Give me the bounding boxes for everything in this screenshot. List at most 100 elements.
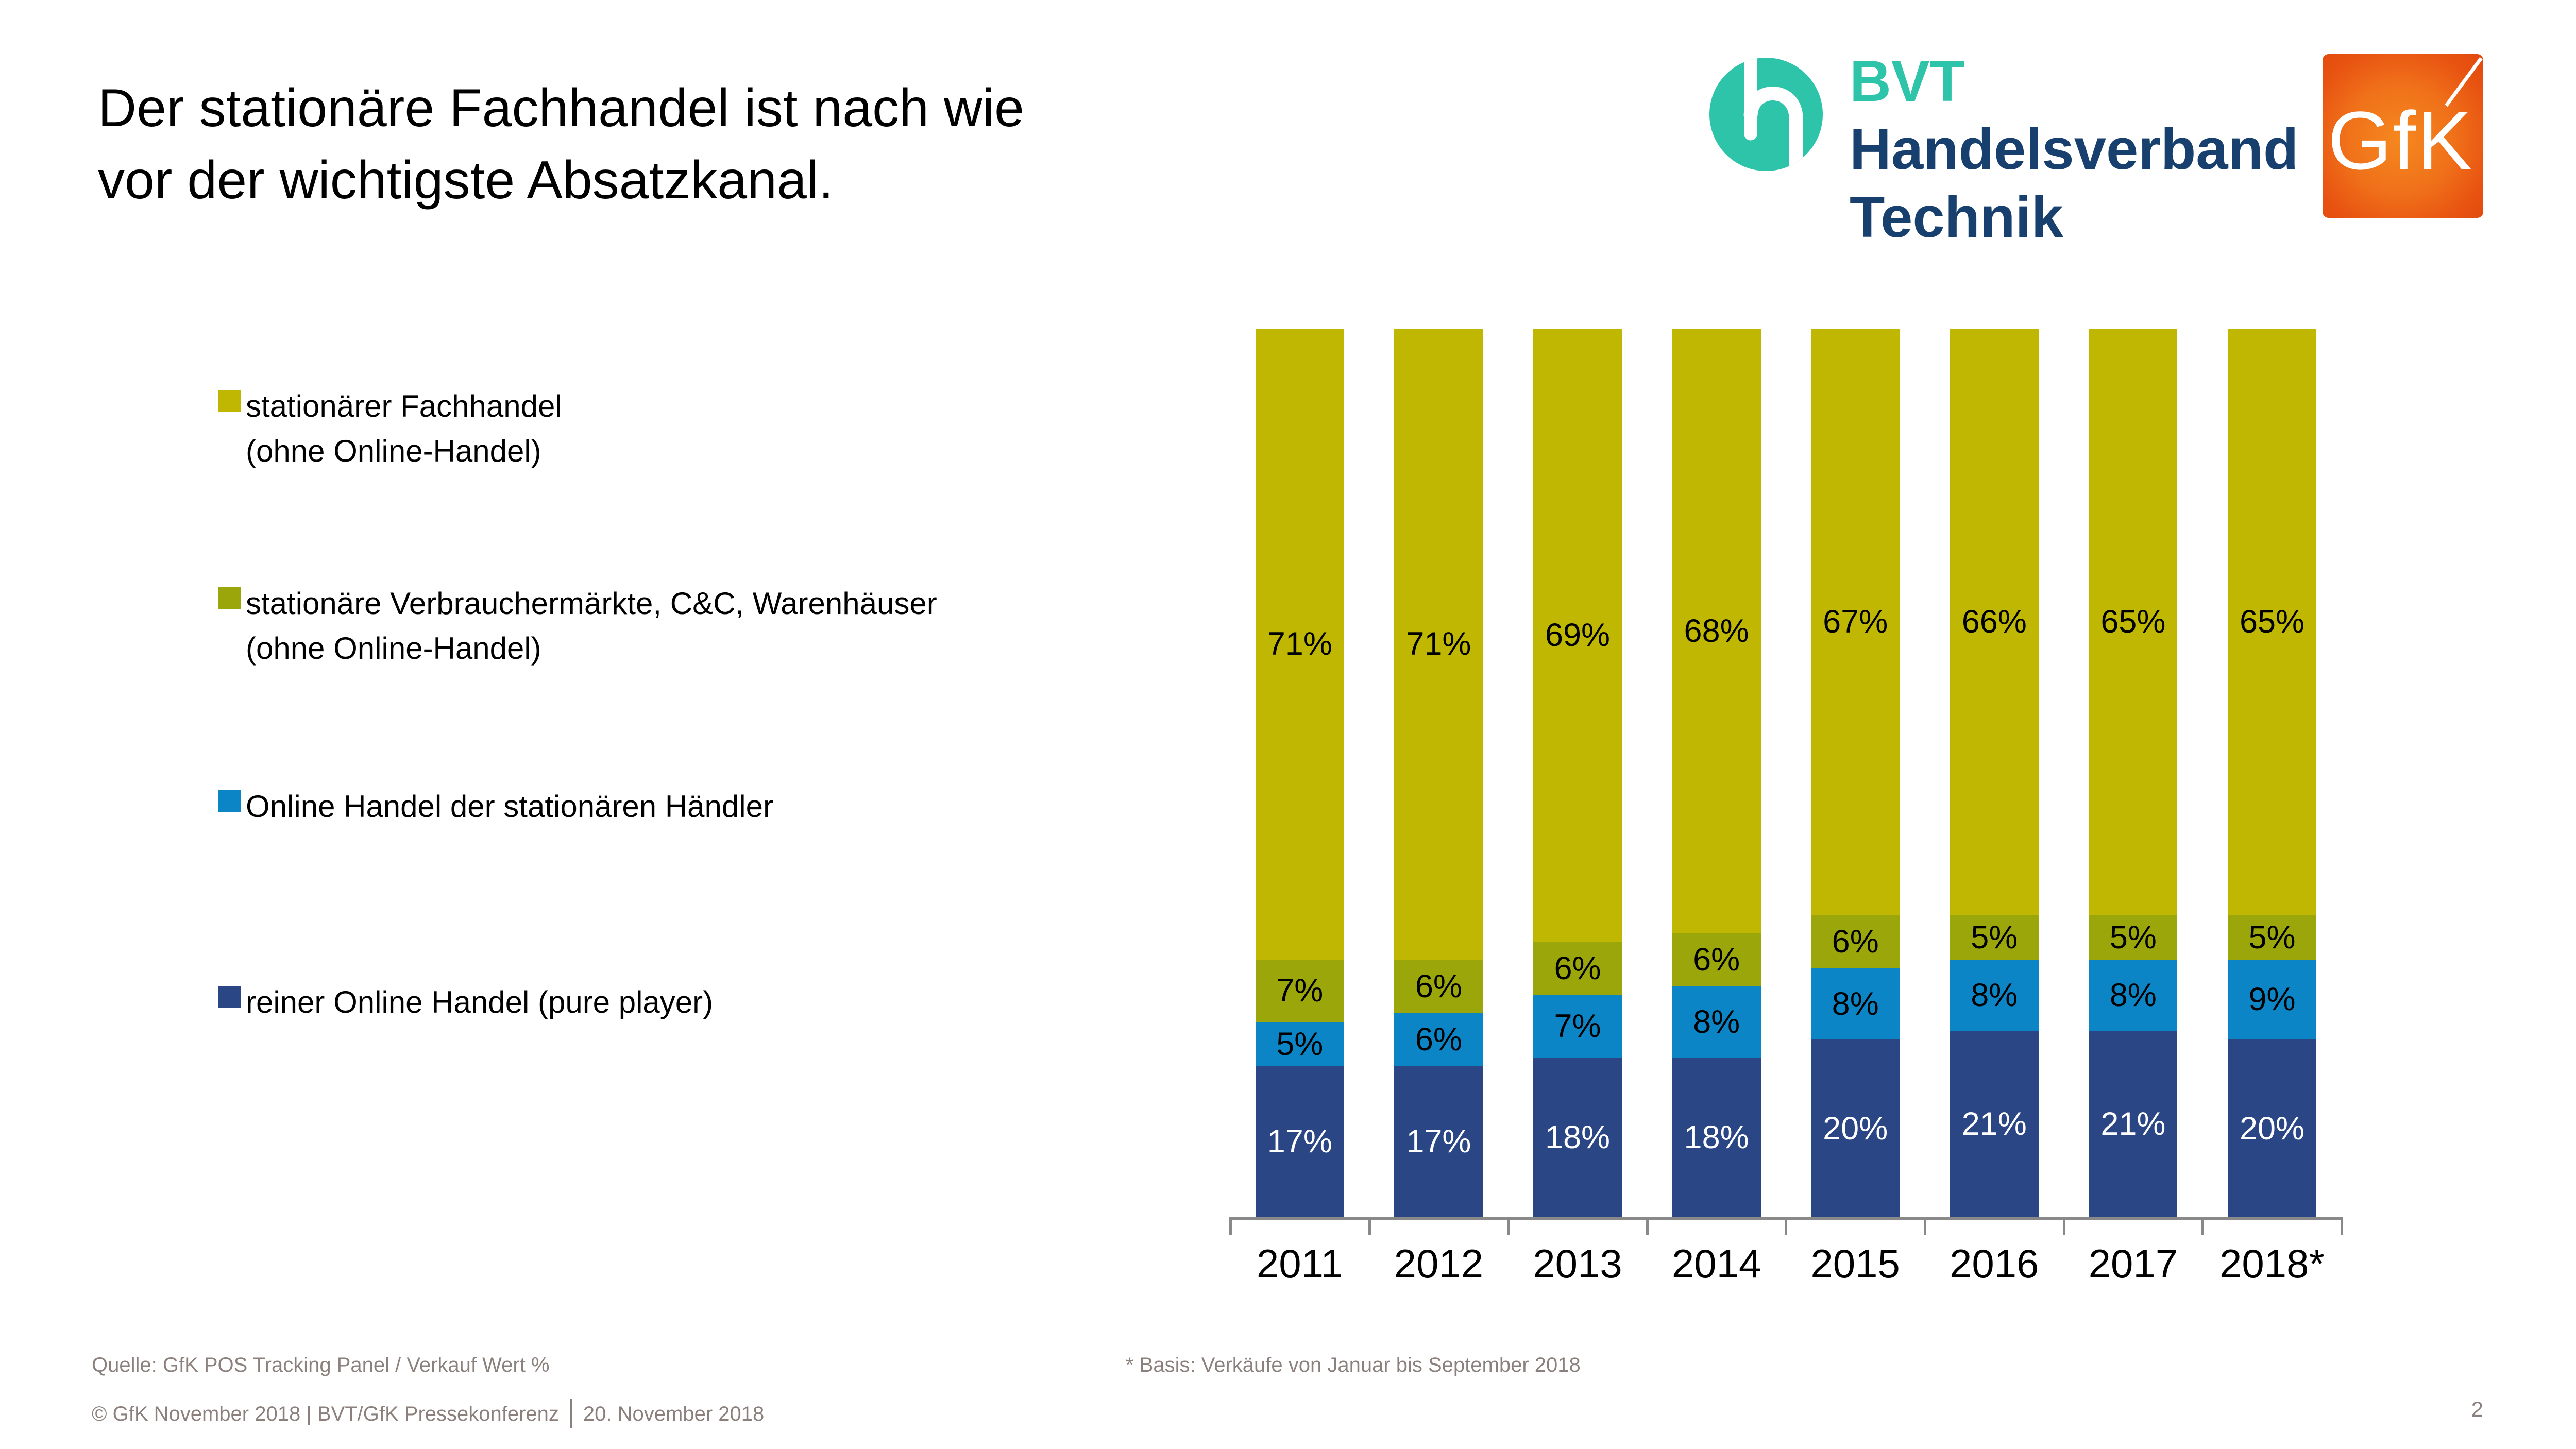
bar-segment-value: 8% — [1693, 1003, 1740, 1040]
bar-2015: 67% 6% 8% 20% — [1811, 329, 1900, 1217]
footer-date: 20. November 2018 — [583, 1403, 765, 1425]
legend-item-fachhandel: stationärer Fachhandel (ohne Online-Hand… — [218, 384, 562, 473]
bar-segment-value: 71% — [1406, 626, 1471, 662]
footer-divider — [570, 1399, 572, 1428]
bar-segment: 8% — [2089, 959, 2178, 1031]
bar-segment-value: 7% — [1276, 973, 1324, 1009]
x-axis-label-2011: 2011 — [1256, 1241, 1343, 1286]
page-title-line-2: vor der wichtigste Absatzkanal. — [98, 150, 834, 210]
bar-segment: 8% — [1672, 986, 1761, 1058]
legend-label-line: reiner Online Handel (pure player) — [246, 985, 714, 1019]
legend-label-pure-player: reiner Online Handel (pure player) — [246, 980, 713, 1025]
page-title-line-1: Der stationäre Fachhandel ist nach wie — [98, 78, 1024, 138]
bar-segment: 5% — [2089, 915, 2178, 960]
x-axis-tick — [1785, 1217, 1788, 1235]
bar-segment: 17% — [1255, 1066, 1344, 1217]
x-axis-label-2017: 2017 — [2088, 1241, 2178, 1286]
bar-2018*: 65% 5% 9% 20% — [2228, 329, 2316, 1217]
x-axis-tick — [1229, 1217, 1232, 1235]
bar-segment: 9% — [2228, 959, 2316, 1039]
bar-segment-value: 65% — [2239, 604, 2305, 640]
legend-label-online-stationaer: Online Handel der stationären Händler — [246, 784, 773, 829]
bar-segment-value: 68% — [1684, 612, 1749, 649]
bar-segment: 21% — [2089, 1030, 2178, 1217]
bvt-name-line-1: Handelsverband — [1850, 117, 2299, 181]
bar-segment-value: 5% — [2109, 919, 2157, 956]
bar-segment-value: 18% — [1684, 1119, 1749, 1155]
gfk-logo: GfK — [2323, 54, 2483, 218]
bar-segment: 7% — [1255, 959, 1344, 1022]
bar-segment: 5% — [1255, 1021, 1344, 1066]
bar-segment: 20% — [1811, 1039, 1900, 1217]
bar-segment-value: 69% — [1545, 617, 1611, 654]
bar-segment: 65% — [2228, 329, 2316, 915]
bar-segment: 17% — [1394, 1066, 1483, 1217]
x-axis-tick — [2062, 1217, 2065, 1235]
legend-label-line: stationärer Fachhandel — [246, 389, 562, 423]
bar-segment: 71% — [1394, 329, 1483, 960]
bar-segment: 7% — [1533, 995, 1622, 1058]
bar-segment: 18% — [1533, 1057, 1622, 1217]
bar-segment: 6% — [1533, 942, 1622, 995]
bar-segment-value: 8% — [1832, 986, 1879, 1022]
bar-segment-value: 17% — [1267, 1123, 1332, 1160]
legend-swatch-fachhandel — [218, 390, 241, 412]
bar-segment: 65% — [2089, 329, 2178, 915]
bar-segment-value: 65% — [2100, 604, 2166, 640]
legend-label-line: (ohne Online-Handel) — [246, 434, 541, 468]
footer-copyright: © GfK November 2018 | BVT/GfK Pressekonf… — [92, 1399, 764, 1428]
bar-segment-value: 20% — [1823, 1110, 1888, 1147]
bar-segment: 5% — [2228, 915, 2316, 960]
bvt-logo-text: BVT Handelsverband Technik — [1850, 49, 2298, 249]
bar-segment-value: 5% — [1971, 919, 2018, 956]
bar-segment: 66% — [1950, 329, 2039, 915]
page-number: 2 — [2471, 1397, 2483, 1421]
footer-source: Quelle: GfK POS Tracking Panel / Verkauf… — [92, 1354, 550, 1376]
legend-label-line: Online Handel der stationären Händler — [246, 789, 773, 824]
bar-segment: 67% — [1811, 329, 1900, 915]
x-axis-label-2013: 2013 — [1533, 1241, 1622, 1286]
bar-segment: 71% — [1255, 329, 1344, 960]
bar-segment-value: 8% — [2109, 977, 2157, 1013]
bar-segment-value: 6% — [1832, 924, 1879, 960]
bar-segment-value: 21% — [2100, 1105, 2166, 1142]
bar-2011: 71% 7% 5% 17% — [1255, 329, 1344, 1217]
legend-label-fachhandel: stationärer Fachhandel (ohne Online-Hand… — [246, 384, 562, 473]
bar-2012: 71% 6% 6% 17% — [1394, 329, 1483, 1217]
bar-segment-value: 6% — [1415, 968, 1462, 1004]
bar-segment: 6% — [1672, 933, 1761, 986]
bar-2016: 66% 5% 8% 21% — [1950, 329, 2039, 1217]
gfk-wordmark: GfK — [2328, 94, 2473, 186]
legend-swatch-pure-player — [218, 986, 241, 1008]
bar-segment-value: 71% — [1267, 626, 1332, 662]
legend-swatch-online-stationaer — [218, 790, 241, 812]
x-axis-tick — [1924, 1217, 1926, 1235]
bvt-logo-icon — [1709, 58, 1823, 171]
bar-segment-value: 66% — [1961, 604, 2027, 640]
x-axis-tick — [1646, 1217, 1649, 1235]
bar-segment-value: 9% — [2248, 981, 2296, 1018]
bar-segment-value: 7% — [1554, 1008, 1601, 1045]
bar-segment-value: 6% — [1554, 950, 1601, 986]
gfk-slash-icon — [2445, 57, 2483, 107]
bar-segment-value: 20% — [2239, 1110, 2305, 1147]
bar-2014: 68% 6% 8% 18% — [1672, 329, 1761, 1217]
bar-segment: 69% — [1533, 329, 1622, 942]
legend-item-pure-player: reiner Online Handel (pure player) — [218, 980, 713, 1025]
bar-segment: 20% — [2228, 1039, 2316, 1217]
bvt-name-line-2: Technik — [1850, 185, 2063, 249]
x-axis-tick — [1507, 1217, 1510, 1235]
x-axis-label-2015: 2015 — [1810, 1241, 1900, 1286]
x-axis-tick — [1368, 1217, 1371, 1235]
legend-swatch-verbrauchermaerkte — [218, 587, 241, 609]
bar-segment: 68% — [1672, 329, 1761, 933]
bar-segment-value: 8% — [1971, 977, 2018, 1013]
x-axis-label-2016: 2016 — [1950, 1241, 2039, 1286]
bvt-abbr: BVT — [1850, 49, 1965, 113]
footer-basis-note: * Basis: Verkäufe von Januar bis Septemb… — [1126, 1354, 1581, 1376]
bar-segment-value: 5% — [2248, 919, 2296, 956]
x-axis-tick — [2340, 1217, 2343, 1235]
bar-2017: 65% 5% 8% 21% — [2089, 329, 2178, 1217]
